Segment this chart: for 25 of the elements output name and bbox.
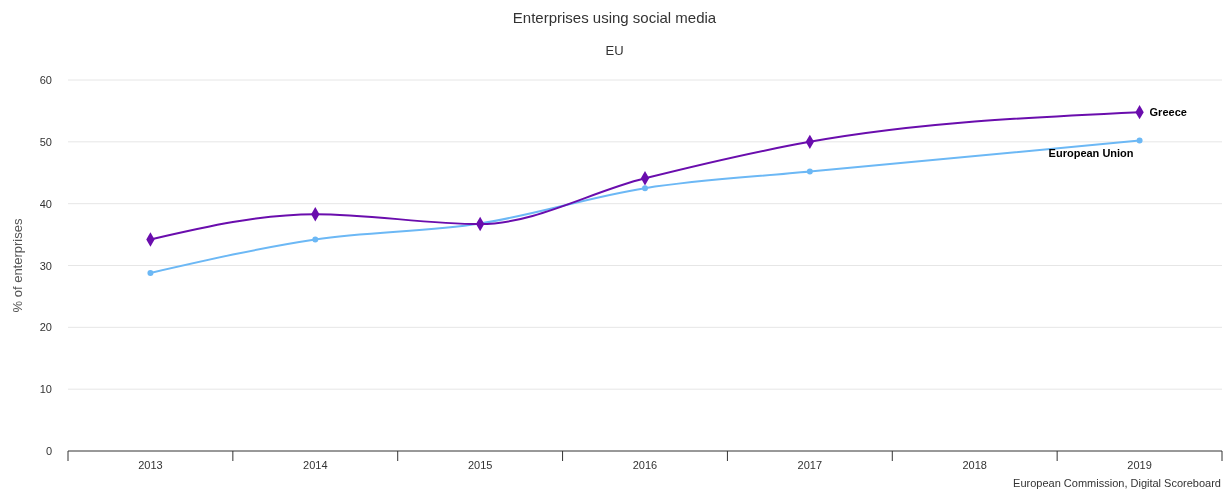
x-tick-label: 2018 [962,459,987,471]
point [642,185,648,192]
x-tick-label: 2014 [303,459,328,471]
text: European Commission, Digital Scoreboard [1013,477,1221,489]
x-tick-label: 2019 [1127,459,1152,471]
point [312,236,319,243]
x-tick-label: 2017 [797,459,823,471]
y-tick-label: 10 [39,383,52,396]
y-tick-label: 40 [39,197,52,210]
x-tick-label: 2016 [632,459,658,471]
x-tick-label: 2013 [138,459,163,471]
point [806,168,813,175]
point [1136,137,1143,144]
point [147,269,154,276]
x-tick-label: 2015 [467,459,493,471]
chart-subtitle: EU [605,43,624,58]
y-tick-label: 50 [39,135,52,148]
y-axis-title: % of enterprises [10,218,25,313]
y-tick-label: 30 [39,259,52,272]
series-label: European Union [1048,146,1134,159]
series-label: Greece [1149,106,1187,119]
y-tick-label: 20 [39,321,52,334]
y-tick-label: 0 [45,445,52,457]
y-tick-label: 60 [39,74,52,86]
chart-title: Enterprises using social media [512,9,717,26]
